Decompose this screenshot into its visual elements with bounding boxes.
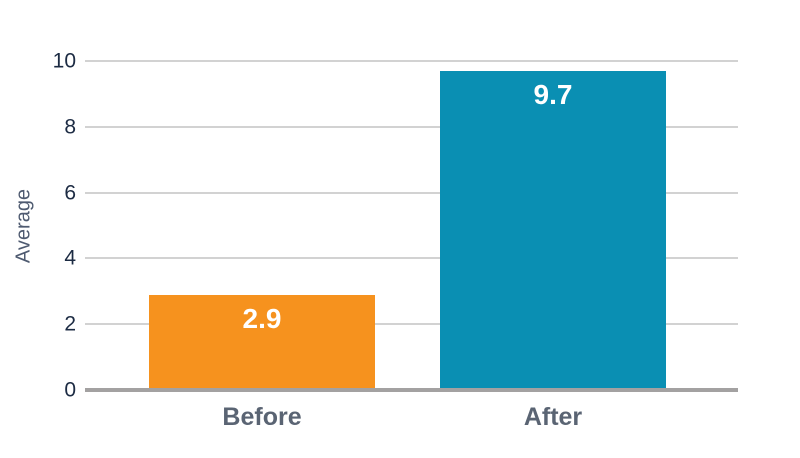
gridline-y10 xyxy=(85,60,738,62)
y-tick-label-10: 10 xyxy=(52,49,76,73)
bar-before: 2.9 xyxy=(149,295,375,388)
gridline-y8 xyxy=(85,126,738,128)
bar-after: 9.7 xyxy=(440,71,666,388)
y-tick-label-0: 0 xyxy=(64,378,76,402)
y-tick-label-2: 2 xyxy=(64,312,76,336)
gridline-y6 xyxy=(85,192,738,194)
y-tick-label-6: 6 xyxy=(64,181,76,205)
category-label-before: Before xyxy=(222,403,302,431)
x-axis-line xyxy=(85,388,738,392)
gridline-y4 xyxy=(85,257,738,259)
gridline-y2 xyxy=(85,323,738,325)
bar-value-label-before: 2.9 xyxy=(242,303,282,334)
bar-value-label-after: 9.7 xyxy=(533,79,573,110)
category-label-after: After xyxy=(523,403,583,431)
y-tick-label-8: 8 xyxy=(64,115,76,139)
y-tick-label-4: 4 xyxy=(64,246,76,270)
